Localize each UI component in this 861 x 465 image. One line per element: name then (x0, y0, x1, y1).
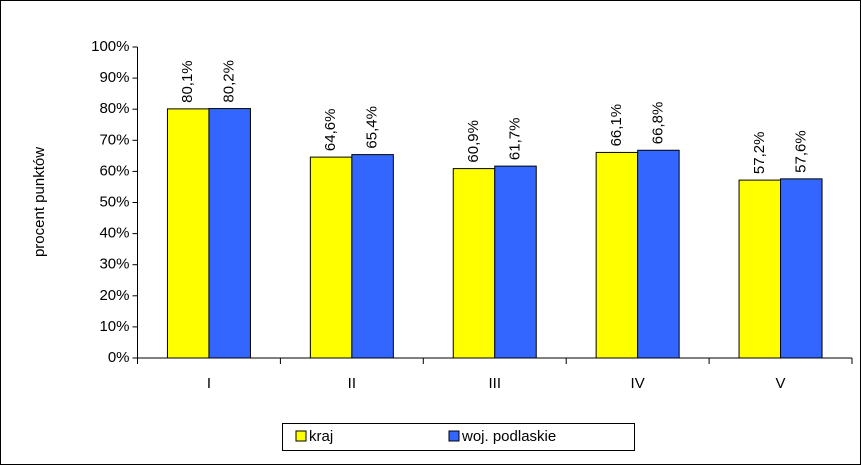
x-tick-label: I (207, 375, 211, 392)
data-label: 57,2% (751, 132, 768, 175)
y-axis-label: procent punktów (31, 147, 48, 257)
y-tick-label: 40% (99, 225, 129, 242)
bar (780, 178, 823, 359)
legend-label: kraj (309, 428, 333, 445)
y-tick-label: 70% (99, 131, 129, 148)
y-tick-label: 50% (99, 193, 129, 210)
bar (351, 154, 394, 359)
y-tick-label: 30% (99, 256, 129, 273)
data-label: 66,8% (649, 102, 666, 145)
legend-swatch (295, 430, 307, 442)
legend-label: woj. podlaskie (461, 428, 556, 445)
data-label: 61,7% (506, 118, 523, 161)
data-label: 66,1% (608, 104, 625, 147)
y-tick-label: 60% (99, 162, 129, 179)
x-tick-label: V (776, 375, 786, 392)
bar (208, 108, 251, 359)
bar (595, 151, 639, 359)
bar (452, 168, 496, 359)
y-tick-label: 100% (91, 38, 129, 55)
data-label: 57,6% (792, 130, 809, 173)
x-tick-label: IV (631, 375, 645, 392)
data-label: 60,9% (465, 120, 482, 163)
data-label: 80,2% (221, 60, 238, 103)
y-tick-label: 10% (99, 318, 129, 335)
bar (738, 179, 782, 359)
bar (637, 149, 680, 359)
bar (309, 156, 353, 359)
x-tick-label: II (348, 375, 356, 392)
y-tick-label: 80% (99, 100, 129, 117)
y-tick-label: 0% (108, 349, 130, 366)
y-tick-label: 20% (99, 287, 129, 304)
x-tick-label: III (488, 375, 501, 392)
data-label: 80,1% (179, 60, 196, 103)
bar (166, 108, 210, 359)
bar (494, 165, 537, 359)
y-tick-label: 90% (99, 69, 129, 86)
legend-swatch (448, 430, 460, 442)
data-label: 65,4% (364, 106, 381, 149)
data-label: 64,6% (322, 109, 339, 152)
